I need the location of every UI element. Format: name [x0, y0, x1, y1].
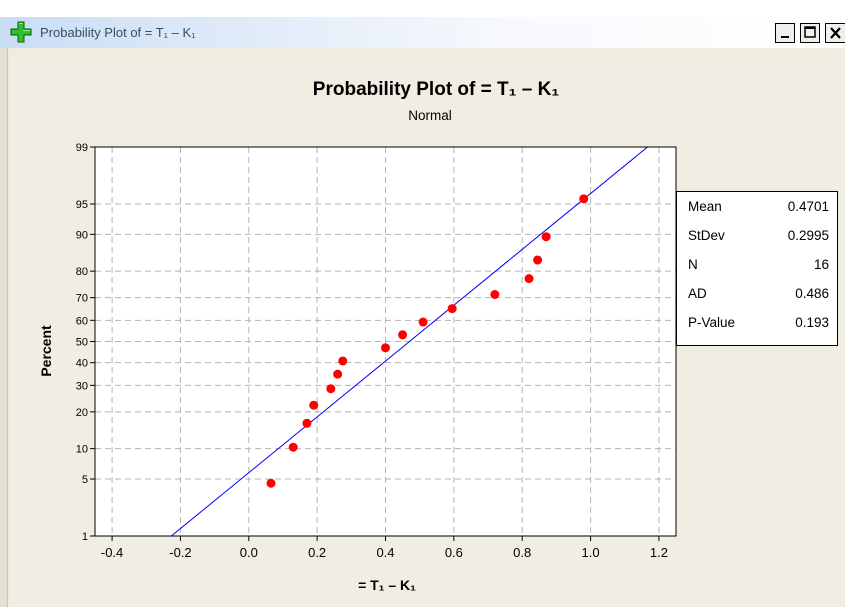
statistics-legend: Mean 0.4701 StDev 0.2995 N 16 AD 0.486 P… — [676, 191, 838, 346]
y-tick-label: 30 — [76, 380, 88, 392]
stat-value: 0.4701 — [787, 199, 829, 214]
graph-area: -0.4 -0.2 0.0 0.2 0.4 0.6 0.8 1.0 1.2 1 5 10 20 30 40… — [9, 49, 845, 607]
stat-row-stdev: StDev 0.2995 — [677, 228, 837, 252]
data-point — [326, 384, 336, 394]
data-point — [398, 330, 408, 340]
y-tick-label: 95 — [76, 199, 88, 211]
y-tick-label: 1 — [82, 531, 88, 543]
y-tick-label: 60 — [76, 315, 88, 327]
data-point — [338, 356, 348, 366]
minimize-icon — [781, 36, 789, 38]
data-point — [418, 317, 428, 327]
stat-value: 0.2995 — [787, 228, 829, 243]
data-points — [266, 194, 589, 488]
data-point — [309, 400, 319, 410]
data-point — [288, 442, 298, 452]
window-border — [0, 48, 8, 607]
maximize-button[interactable] — [800, 23, 820, 43]
close-icon — [830, 27, 841, 39]
x-axis-label: = T₁ – K₁ — [358, 577, 416, 593]
data-point — [490, 289, 500, 299]
y-tick-label: 5 — [82, 474, 88, 486]
minimize-button[interactable] — [775, 23, 795, 43]
chart-subtitle: Normal — [408, 108, 452, 123]
window-title: Probability Plot of = T₁ – K₁ — [40, 25, 196, 40]
stat-label: P-Value — [688, 315, 736, 330]
data-point — [447, 304, 457, 314]
data-point — [333, 369, 343, 379]
fit-line — [171, 146, 648, 537]
stat-label: N — [688, 257, 698, 272]
y-tick-label: 70 — [76, 293, 88, 305]
y-axis-label: Percent — [38, 325, 54, 377]
x-tick-label: -0.4 — [101, 545, 123, 560]
data-point — [302, 418, 312, 428]
stat-label: AD — [688, 286, 707, 301]
x-tick-label: 1.0 — [582, 545, 600, 560]
title-bar[interactable]: Probability Plot of = T₁ – K₁ — [0, 17, 845, 48]
stat-row-ad: AD 0.486 — [677, 286, 837, 310]
stat-row-n: N 16 — [677, 257, 837, 281]
x-tick-label: 0.6 — [445, 545, 463, 560]
y-tick-label: 40 — [76, 358, 88, 370]
data-point — [579, 194, 589, 204]
stat-value: 0.486 — [795, 286, 829, 301]
fit-line-group — [171, 146, 648, 537]
y-tick-label: 20 — [76, 407, 88, 419]
x-tick-label: 0.0 — [240, 545, 258, 560]
stat-value: 0.193 — [795, 315, 829, 330]
data-point — [533, 255, 543, 265]
close-button[interactable] — [825, 23, 845, 43]
maximize-icon — [804, 26, 816, 38]
stat-label: Mean — [688, 199, 722, 214]
chart-title: Probability Plot of = T₁ – K₁ — [313, 79, 560, 100]
x-tick-label: -0.2 — [169, 545, 191, 560]
x-tick-label: 1.2 — [650, 545, 668, 560]
grid — [95, 146, 676, 537]
data-point — [524, 274, 534, 284]
x-tick-labels: -0.4 -0.2 0.0 0.2 0.4 0.6 0.8 1.0 1.2 — [101, 545, 668, 560]
stat-value: 16 — [813, 257, 829, 272]
data-point — [541, 232, 551, 242]
stat-row-p-value: P-Value 0.193 — [677, 315, 837, 339]
green-plus-icon — [10, 21, 32, 43]
probability-plot: -0.4 -0.2 0.0 0.2 0.4 0.6 0.8 1.0 1.2 1 5 10 20 30 40… — [38, 79, 677, 593]
data-point — [381, 343, 390, 353]
y-tick-labels: 1 5 10 20 30 40 50 60 70 80 90 95 99 — [76, 142, 88, 543]
y-tick-label: 90 — [76, 229, 88, 241]
y-tick-label: 80 — [76, 266, 88, 278]
y-tick-label: 99 — [76, 142, 88, 154]
x-tick-label: 0.8 — [513, 545, 531, 560]
y-tick-label: 10 — [76, 444, 88, 456]
y-tick-label: 50 — [76, 337, 88, 349]
x-tick-label: 0.4 — [376, 545, 394, 560]
stat-label: StDev — [688, 228, 725, 243]
x-tick-label: 0.2 — [308, 545, 326, 560]
data-point — [266, 478, 276, 488]
stat-row-mean: Mean 0.4701 — [677, 199, 837, 223]
